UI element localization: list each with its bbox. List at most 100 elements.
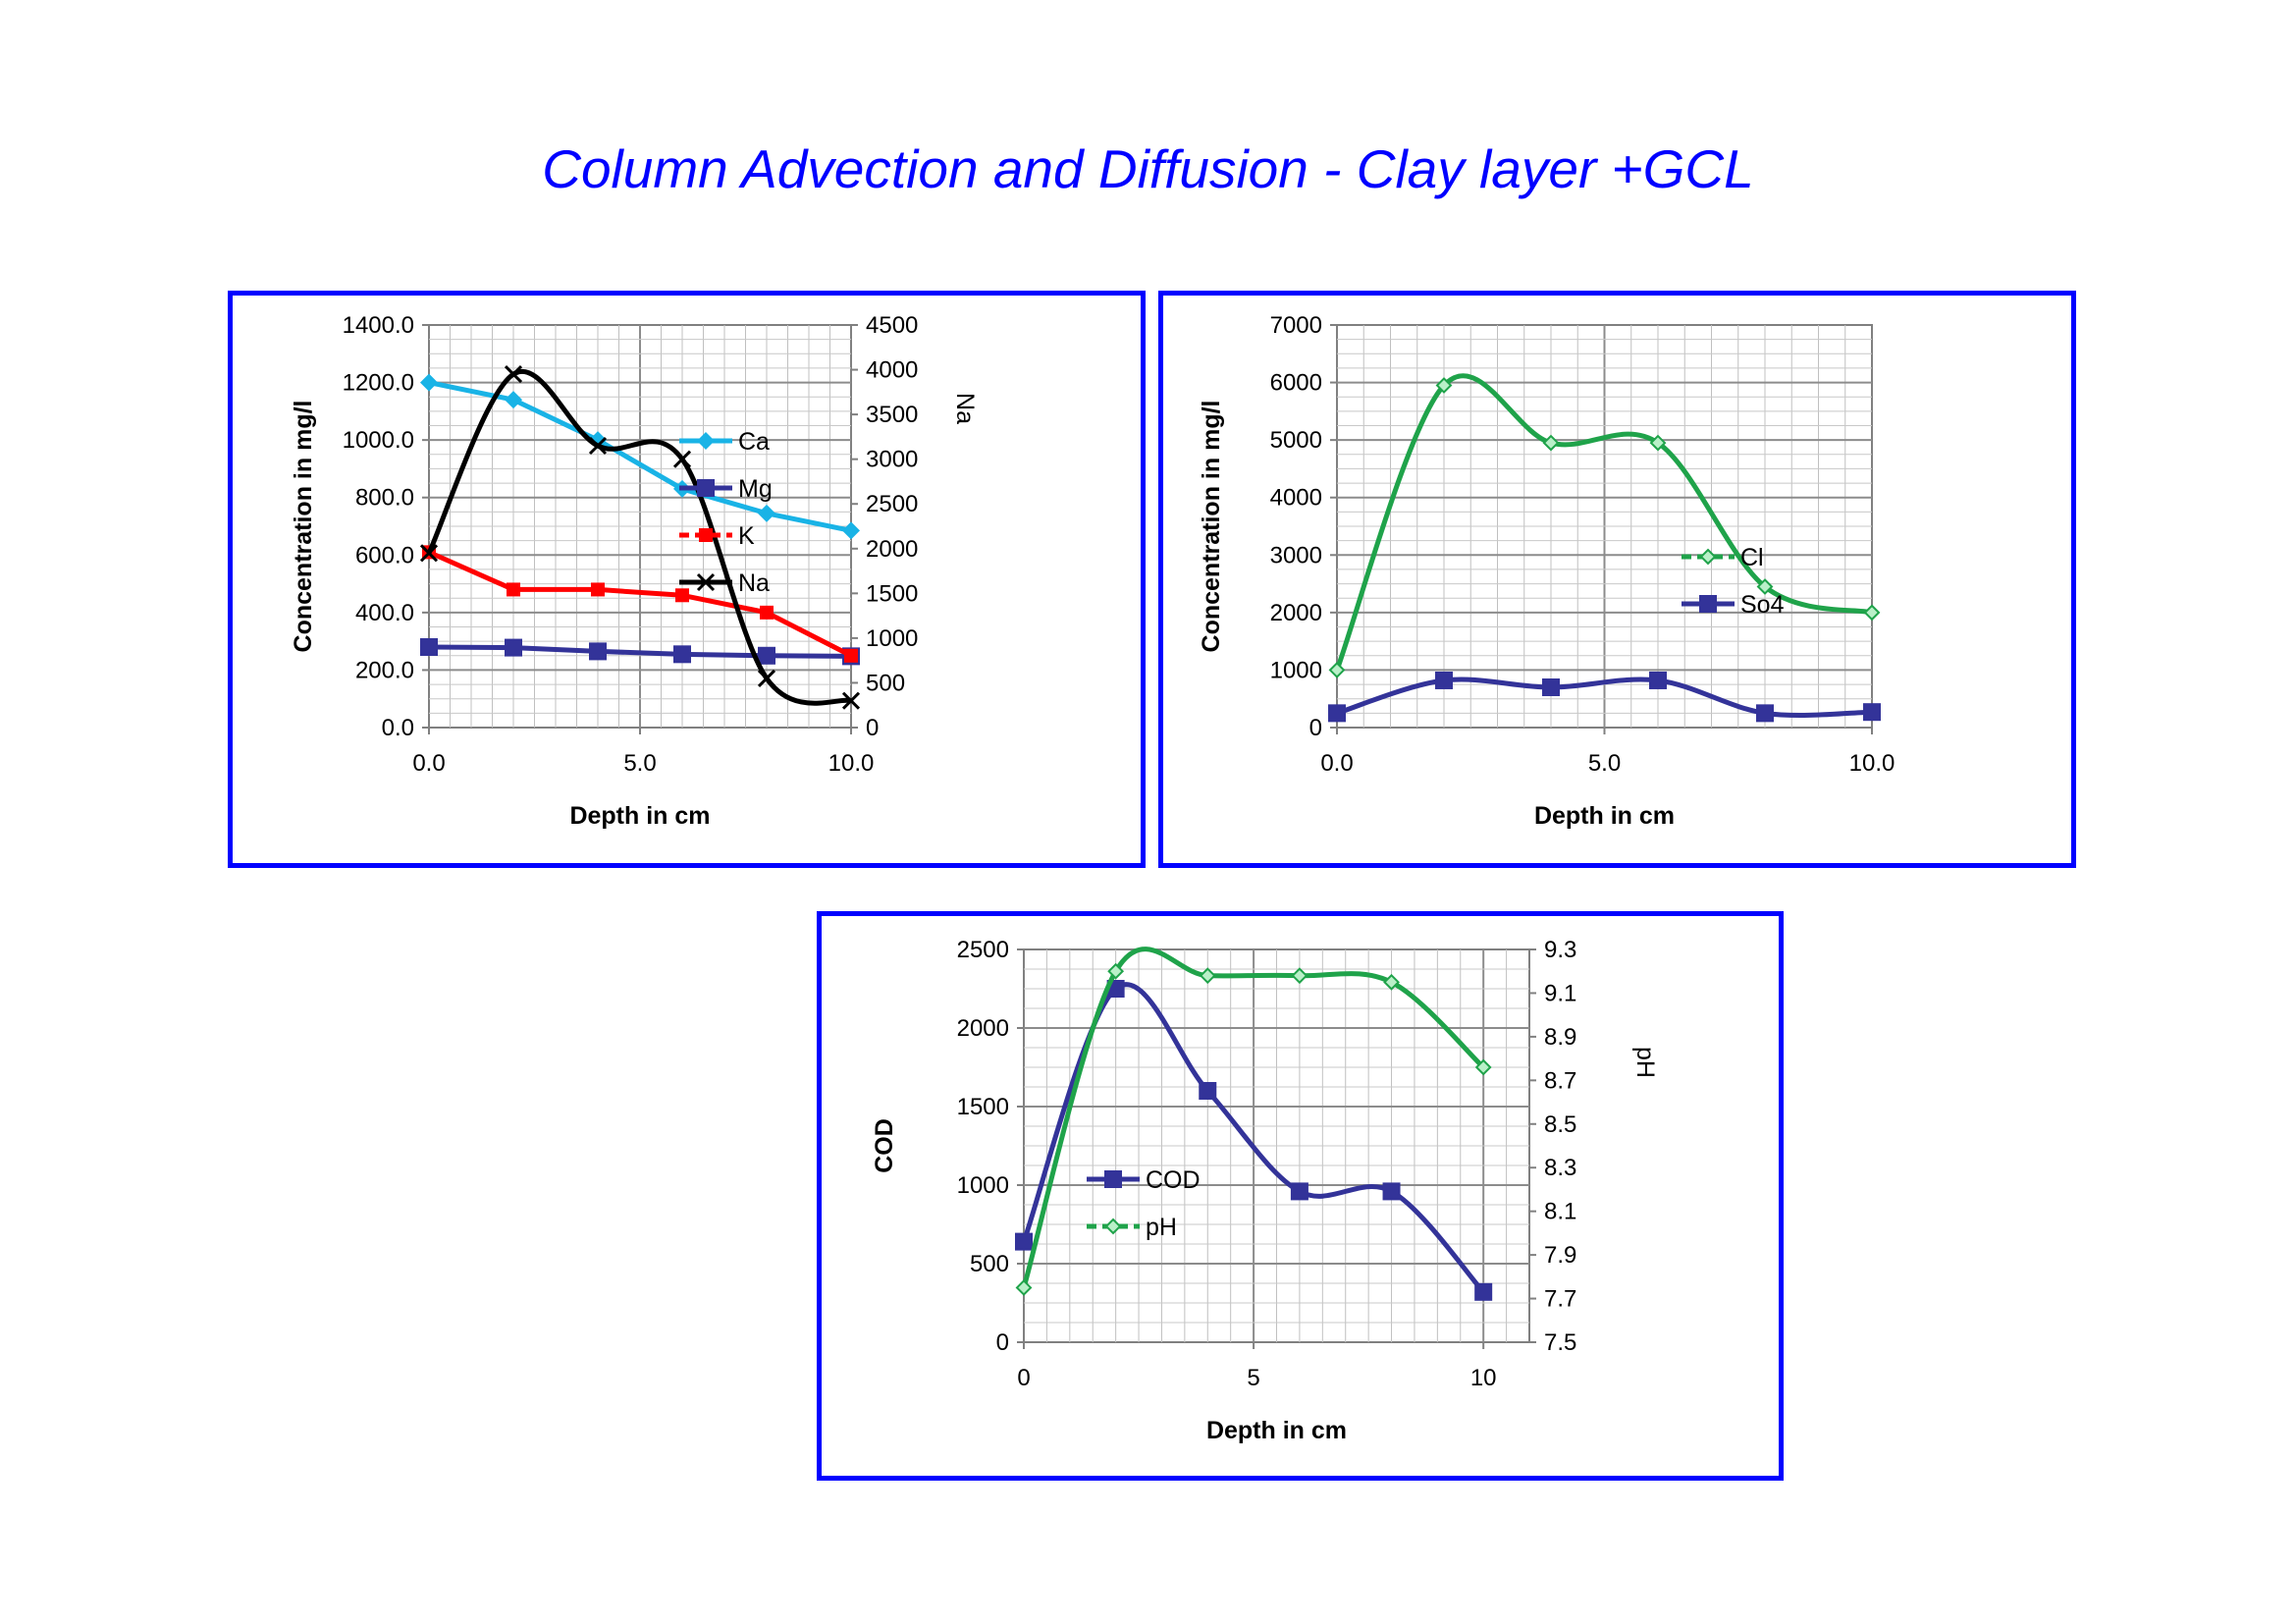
y-tick-label: 3000 (1270, 542, 1322, 568)
y-tick-label: 500 (970, 1251, 1009, 1277)
data-point (1199, 967, 1216, 985)
series-line (428, 380, 852, 533)
chart-panel-cations: 0.0 200.0 400.0 600.0 800.0 1000.0 1200.0 1400.… (228, 291, 1146, 868)
page-title: Column Advection and Diffusion - Clay la… (542, 138, 1754, 199)
data-point (420, 638, 438, 656)
y-tick-label: 4000 (1270, 485, 1322, 512)
y2-tick-label: 2000 (866, 536, 918, 563)
data-point (758, 504, 775, 522)
legend-label: COD (1146, 1166, 1201, 1194)
legend: Ca Mg K Na (679, 428, 773, 597)
data-point (760, 605, 774, 620)
series-line (427, 550, 853, 659)
plot-grid (428, 324, 852, 729)
y2-tick-label: 8.7 (1544, 1067, 1576, 1094)
x-tick-label: 5.0 (1588, 750, 1621, 777)
y2-tick-label: 2500 (866, 491, 918, 517)
data-point (1291, 967, 1308, 985)
y2-tick-label: 8.9 (1544, 1024, 1576, 1051)
data-point (1290, 1182, 1308, 1201)
y-tick-label: 1500 (957, 1094, 1009, 1120)
series-line (1336, 677, 1873, 718)
data-point (844, 648, 858, 663)
legend-label: pH (1146, 1214, 1177, 1241)
data-point (1435, 671, 1453, 689)
y2-tick-label: 3000 (866, 447, 918, 473)
x-axis-title: Depth in cm (1534, 802, 1675, 830)
x-tick-label: 0 (1017, 1365, 1030, 1391)
series-ph (1015, 947, 1492, 1296)
axes: 0 1000 2000 3000 4000 5000 6000 7000 0.0 5.0 10.0 D… (1198, 312, 1895, 830)
y-tick-label: 1000 (957, 1172, 1009, 1199)
y-tick-label: 0 (1309, 715, 1322, 741)
series-na (419, 365, 861, 710)
data-point (1435, 377, 1453, 394)
legend-marker (697, 432, 715, 450)
y-tick-label: 6000 (1270, 370, 1322, 397)
data-point (1015, 1232, 1033, 1251)
y-tick-label: 1000.0 (343, 427, 414, 454)
x-axis-title: Depth in cm (1206, 1417, 1347, 1444)
chart-cod-ph: 0 500 1000 1500 2000 2500 7.5 7.7 7.9 8.1 8.3 8.5 8.… (871, 937, 1659, 1444)
legend-label: Mg (738, 475, 773, 503)
y2-tick-label: 8.1 (1544, 1199, 1576, 1225)
legend-label: Na (738, 569, 770, 597)
y-tick-label: 600.0 (355, 542, 414, 568)
data-point (1328, 704, 1346, 723)
legend-marker (1699, 595, 1717, 613)
data-point (1542, 678, 1560, 696)
y-tick-label: 1200.0 (343, 370, 414, 397)
y-tick-label: 2500 (957, 937, 1009, 963)
data-point (841, 691, 861, 710)
data-point (1328, 662, 1346, 678)
data-point (504, 365, 523, 384)
axes: 0 500 1000 1500 2000 2500 7.5 7.7 7.9 8.1 8.3 8.5 8.… (871, 937, 1659, 1444)
y2-tick-label: 0 (866, 715, 879, 741)
legend-label: K (738, 522, 755, 550)
y-tick-label: 200.0 (355, 657, 414, 683)
y2-tick-label: 7.5 (1544, 1329, 1576, 1356)
series-so4 (1328, 671, 1881, 723)
y-axis-title: Concentration in mg/l (1198, 401, 1225, 653)
y-tick-label: 5000 (1270, 427, 1322, 454)
legend-marker (696, 572, 716, 592)
chart-anions: 0 1000 2000 3000 4000 5000 6000 7000 0.0 5.0 10.0 D… (1198, 312, 1895, 830)
legend-label: Ca (738, 428, 770, 456)
y2-tick-label: 4500 (866, 312, 918, 339)
y2-tick-label: 9.3 (1544, 937, 1576, 963)
y2-tick-label: 9.1 (1544, 980, 1576, 1006)
x-tick-label: 0.0 (1320, 750, 1353, 777)
chart-panel-cod-ph: 0 500 1000 1500 2000 2500 7.5 7.7 7.9 8.1 8.3 8.5 8.… (817, 911, 1784, 1481)
y2-axis-title: Na (951, 393, 979, 424)
data-point (1863, 703, 1881, 722)
chart-cations: 0.0 200.0 400.0 600.0 800.0 1000.0 1200.0 1400.… (290, 312, 979, 830)
data-point (1542, 434, 1560, 452)
legend: COD pH (1087, 1166, 1201, 1241)
y2-tick-label: 3500 (866, 402, 918, 428)
legend-marker (1104, 1170, 1122, 1188)
legend-marker (1104, 1218, 1122, 1235)
plot-grid (1336, 324, 1873, 729)
y-tick-label: 400.0 (355, 600, 414, 626)
data-point (675, 588, 689, 603)
y-tick-label: 0.0 (382, 715, 414, 741)
y-axis-title: COD (871, 1118, 898, 1173)
axes: 0.0 200.0 400.0 600.0 800.0 1000.0 1200.0 1400.… (290, 312, 979, 830)
y-tick-label: 0 (996, 1329, 1009, 1356)
data-point (1649, 434, 1667, 452)
y-tick-label: 1400.0 (343, 312, 414, 339)
data-point (1756, 578, 1774, 595)
x-tick-label: 10.0 (1849, 750, 1896, 777)
y-tick-label: 2000 (1270, 600, 1322, 626)
data-point (589, 642, 607, 661)
legend-marker (699, 528, 713, 542)
x-tick-label: 10 (1470, 1365, 1497, 1391)
legend-marker (697, 479, 715, 497)
legend-label: Cl (1740, 544, 1764, 571)
data-point (505, 391, 522, 409)
data-point (1863, 604, 1881, 622)
data-point (419, 544, 439, 563)
x-tick-label: 10.0 (828, 750, 875, 777)
data-point (758, 646, 775, 665)
data-point (1474, 1058, 1492, 1076)
